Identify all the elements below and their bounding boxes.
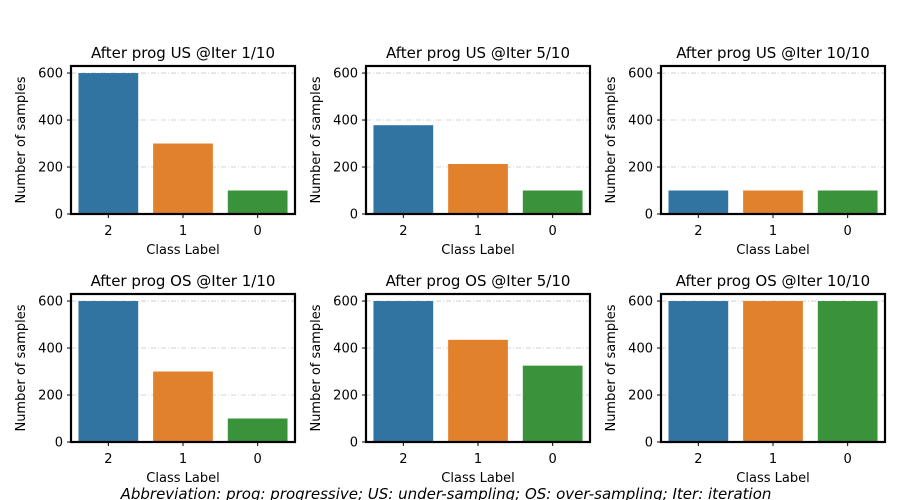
y-axis-label: Number of samples	[604, 76, 619, 203]
bar	[373, 301, 434, 442]
y-axis-label: Number of samples	[309, 76, 324, 203]
y-axis-label: Number of samples	[14, 76, 29, 203]
bar	[448, 339, 508, 442]
bar	[522, 365, 583, 442]
x-axis-label: Class Label	[736, 243, 809, 258]
y-tick-label: 400	[38, 342, 63, 357]
bar	[373, 125, 434, 214]
y-tick-label: 0	[55, 436, 63, 451]
y-axis-label: Number of samples	[604, 304, 619, 431]
x-tick-label: 0	[549, 452, 557, 467]
plot-frame	[659, 292, 887, 444]
y-tick-label: 400	[333, 114, 358, 129]
x-tick-label: 0	[844, 224, 852, 239]
y-tick-label: 600	[628, 295, 653, 310]
y-tick-label: 0	[645, 208, 653, 223]
chart-panel-5: 0 200 400 600 2 1 0 After prog OS @Iter 10/10 Cl…	[604, 272, 887, 486]
y-tick-label: 600	[628, 67, 653, 82]
y-tick-label: 200	[38, 389, 63, 404]
x-axis-label: Class Label	[736, 471, 809, 486]
chart-panel-3: 0 200 400 600 2 1 0 After prog OS @Iter 1/10 Cla…	[14, 272, 297, 486]
y-tick-label: 400	[628, 342, 653, 357]
x-axis-label: Class Label	[441, 471, 514, 486]
plot-frame	[69, 64, 297, 216]
bar	[153, 371, 213, 442]
y-tick-label: 0	[645, 436, 653, 451]
x-tick-label: 1	[769, 224, 777, 239]
plot-frame	[659, 64, 887, 216]
chart-title: After prog OS @Iter 5/10	[386, 272, 571, 290]
bar	[668, 301, 729, 442]
chart-panel-1: 0 200 400 600 2 1 0 After prog US @Iter 5/10 Cla…	[309, 44, 592, 258]
y-tick-label: 0	[55, 208, 63, 223]
chart-title: After prog US @Iter 5/10	[386, 44, 570, 62]
x-tick-label: 0	[844, 452, 852, 467]
chart-panel-2: 0 200 400 600 2 1 0 After prog US @Iter 10/10 Cl…	[604, 44, 887, 258]
y-tick-label: 400	[628, 114, 653, 129]
x-tick-label: 1	[474, 224, 482, 239]
chart-title: After prog OS @Iter 1/10	[91, 272, 276, 290]
plot-frame	[364, 64, 592, 216]
y-tick-label: 600	[333, 295, 358, 310]
y-tick-label: 200	[333, 161, 358, 176]
chart-title: After prog US @Iter 1/10	[91, 44, 275, 62]
chart-title: After prog US @Iter 10/10	[676, 44, 870, 62]
caption: Abbreviation: prog: progressive; US: und…	[120, 485, 772, 500]
x-axis-label: Class Label	[146, 243, 219, 258]
bar	[817, 190, 878, 214]
bar	[522, 190, 583, 214]
y-tick-label: 600	[38, 295, 63, 310]
chart-panel-0: 0 200 400 600 2 1 0 After prog US @Iter 1/10 Cla…	[14, 44, 297, 258]
bar	[153, 143, 213, 214]
bar	[78, 73, 139, 214]
x-tick-label: 2	[694, 452, 702, 467]
x-tick-label: 2	[399, 224, 407, 239]
y-tick-label: 0	[350, 208, 358, 223]
bar	[743, 301, 803, 442]
x-tick-label: 2	[104, 224, 112, 239]
y-tick-label: 200	[333, 389, 358, 404]
x-axis-label: Class Label	[146, 471, 219, 486]
plot-frame	[364, 292, 592, 444]
x-tick-label: 1	[179, 452, 187, 467]
y-tick-label: 600	[333, 67, 358, 82]
x-tick-label: 1	[474, 452, 482, 467]
bar	[743, 190, 803, 214]
y-tick-label: 200	[628, 161, 653, 176]
x-axis-label: Class Label	[441, 243, 514, 258]
x-tick-label: 2	[104, 452, 112, 467]
bar	[448, 163, 508, 214]
y-tick-label: 200	[38, 161, 63, 176]
bar	[817, 301, 878, 442]
x-tick-label: 2	[694, 224, 702, 239]
y-axis-label: Number of samples	[309, 304, 324, 431]
bar	[78, 301, 139, 442]
x-tick-label: 0	[254, 452, 262, 467]
y-tick-label: 0	[350, 436, 358, 451]
chart-title: After prog OS @Iter 10/10	[676, 272, 870, 290]
chart-panel-4: 0 200 400 600 2 1 0 After prog OS @Iter 5/10 Cla…	[309, 272, 592, 486]
y-tick-label: 200	[628, 389, 653, 404]
plot-frame	[69, 292, 297, 444]
x-tick-label: 0	[254, 224, 262, 239]
y-tick-label: 600	[38, 67, 63, 82]
y-axis-label: Number of samples	[14, 304, 29, 431]
y-tick-label: 400	[333, 342, 358, 357]
bar	[227, 190, 288, 214]
x-tick-label: 1	[179, 224, 187, 239]
x-tick-label: 0	[549, 224, 557, 239]
bar	[668, 190, 729, 214]
y-tick-label: 400	[38, 114, 63, 129]
bar	[227, 418, 288, 442]
x-tick-label: 1	[769, 452, 777, 467]
x-tick-label: 2	[399, 452, 407, 467]
